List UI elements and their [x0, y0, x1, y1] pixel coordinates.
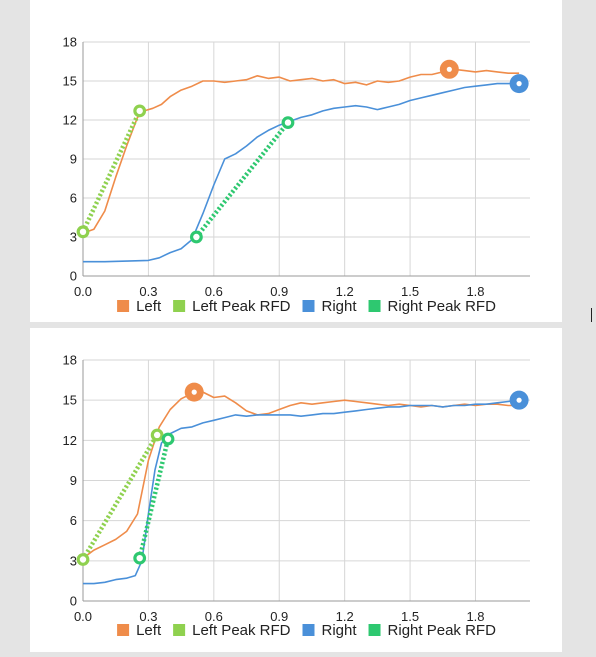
chart-card-top: 0 3 6 9 12 15 18 0.0 0.3 0.6 0.9 1.2 1.5 1.8 Left Left …	[30, 0, 562, 322]
legend: Left Left Peak RFD Right Right Peak RFD	[117, 298, 496, 315]
x-tick-label: 1.8	[466, 609, 484, 624]
rfd-marker-right-peak-rfd[interactable]	[281, 116, 295, 129]
y-tick-label: 18	[63, 353, 77, 368]
y-tick-label: 6	[70, 513, 77, 528]
legend-swatch	[173, 300, 186, 312]
rfd-marker-left-peak-rfd[interactable]	[150, 428, 164, 442]
legend-item-right-peak-rfd[interactable]: Right Peak RFD	[368, 622, 497, 639]
x-tick-label: 1.2	[336, 284, 354, 299]
y-tick-label: 12	[63, 433, 77, 448]
legend-swatch	[173, 624, 186, 636]
series-line-right	[83, 82, 520, 263]
y-tick-label: 15	[63, 393, 77, 408]
rfd-marker-right-peak-rfd[interactable]	[161, 432, 175, 446]
legend-label: Left	[136, 298, 162, 315]
x-tick-label: 1.2	[336, 609, 354, 624]
x-tick-label: 0.0	[74, 284, 92, 299]
y-tick-label: 9	[70, 152, 77, 167]
legend-swatch	[368, 300, 381, 312]
rfd-marker-right-peak-rfd[interactable]	[189, 230, 203, 244]
rfd-marker-left-peak-rfd[interactable]	[133, 104, 147, 118]
legend-item-right[interactable]: Right	[302, 622, 358, 639]
y-tick-label: 12	[63, 113, 77, 128]
y-tick-label: 9	[70, 473, 77, 488]
series-line-left-peak-rfd	[81, 433, 160, 561]
rfd-marker-right-peak-rfd[interactable]	[133, 551, 147, 565]
y-tick-label: 3	[70, 230, 77, 245]
legend-label: Right Peak RFD	[388, 298, 497, 315]
y-tick-label: 3	[70, 553, 77, 568]
legend-item-left-peak-rfd[interactable]: Left Peak RFD	[173, 622, 291, 639]
rfd-marker-left-peak-rfd[interactable]	[76, 553, 90, 566]
x-tick-label: 0.9	[270, 284, 288, 299]
series-line-right-peak-rfd	[194, 121, 290, 239]
legend-swatch	[368, 624, 381, 636]
legend-label: Left	[136, 622, 162, 639]
x-tick-label: 1.5	[401, 284, 419, 299]
legend-label: Left Peak RFD	[192, 298, 291, 315]
legend-item-right[interactable]: Right	[302, 298, 358, 315]
y-tick-label: 15	[63, 74, 77, 89]
legend-label: Right	[322, 298, 358, 315]
peak-marker-center	[516, 397, 522, 403]
x-tick-label: 0.6	[205, 609, 223, 624]
legend-label: Left Peak RFD	[192, 622, 291, 639]
x-tick-label: 0.3	[139, 609, 157, 624]
legend-label: Right	[322, 622, 358, 639]
peak-marker-center	[446, 66, 452, 72]
legend-label: Right Peak RFD	[388, 622, 497, 639]
peak-marker-center	[516, 81, 522, 87]
legend-item-left-peak-rfd[interactable]: Left Peak RFD	[173, 298, 291, 315]
legend-item-left[interactable]: Left	[117, 622, 162, 639]
y-tick-label: 6	[70, 191, 77, 206]
y-tick-label: 0	[70, 269, 77, 284]
legend-swatch	[117, 624, 130, 636]
legend-swatch	[302, 300, 315, 312]
series-line-right-peak-rfd	[137, 438, 171, 559]
x-tick-label: 0.3	[139, 284, 157, 299]
legend-item-right-peak-rfd[interactable]: Right Peak RFD	[368, 298, 497, 315]
edge-mark	[591, 308, 592, 322]
legend-swatch	[117, 300, 130, 312]
legend-swatch	[302, 624, 315, 636]
legend-item-left[interactable]: Left	[117, 298, 162, 315]
x-tick-label: 0.6	[205, 284, 223, 299]
x-tick-label: 0.0	[74, 609, 92, 624]
x-tick-label: 0.9	[270, 609, 288, 624]
y-tick-label: 0	[70, 594, 77, 609]
series-line-left-peak-rfd	[80, 109, 142, 233]
peak-marker-center	[191, 389, 197, 395]
rfd-marker-left-peak-rfd[interactable]	[76, 225, 90, 239]
y-tick-label: 18	[63, 35, 77, 50]
x-tick-label: 1.8	[466, 284, 484, 299]
x-tick-label: 1.5	[401, 609, 419, 624]
chart-card-bottom: 0 3 6 9 12 15 18 0.0 0.3 0.6 0.9 1.2 1.5 1.8 Left Left …	[30, 328, 562, 652]
legend: Left Left Peak RFD Right Right Peak RFD	[117, 622, 496, 639]
